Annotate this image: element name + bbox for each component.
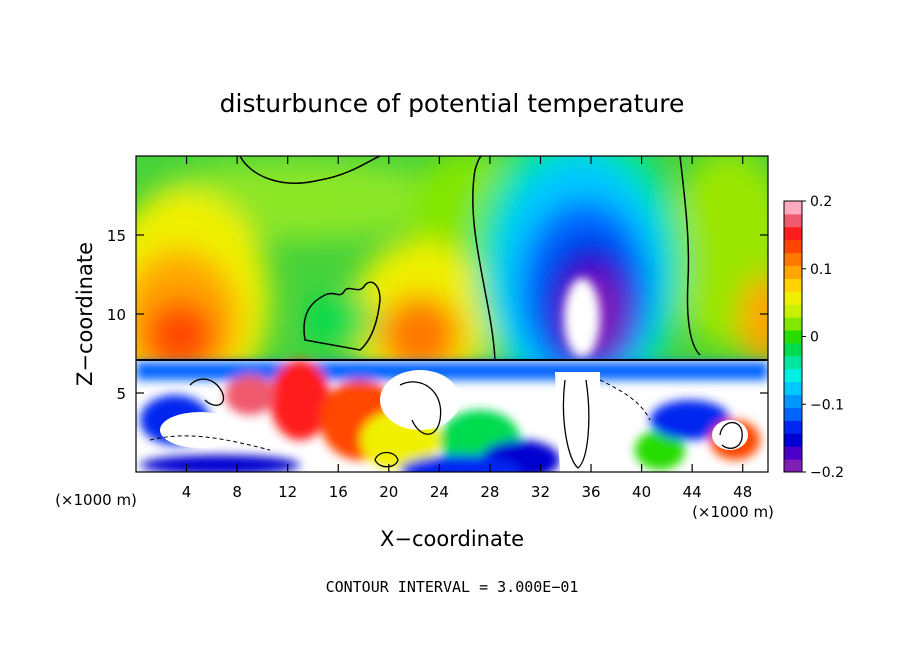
green-pocket: [305, 295, 375, 345]
contour-dashed-right: [599, 379, 651, 421]
plot-area: [136, 156, 768, 472]
colorbar-swatch: [784, 226, 802, 241]
colorbar-tick-label: 0.1: [810, 262, 832, 278]
x-tick-label: 28: [480, 483, 499, 501]
colorbar-tick-label: 0: [810, 330, 819, 346]
contour-interval-note: CONTOUR INTERVAL = 3.000E−01: [326, 578, 579, 596]
warm-lobe-right: [740, 275, 768, 365]
contour-lower-circle: [374, 451, 399, 468]
colorbar-tick-label: −0.1: [810, 397, 844, 413]
x-tick-label: 8: [232, 483, 242, 501]
x-tick-label: 24: [430, 483, 449, 501]
contour-upper-left: [239, 156, 381, 184]
contour-green-blob: [303, 281, 381, 351]
lower-green-right: [635, 430, 685, 470]
x-tick-label: 4: [182, 483, 192, 501]
colorbar-swatch: [784, 213, 802, 228]
colorbar-swatch: [784, 330, 802, 344]
x-axis-label: X−coordinate: [380, 527, 524, 551]
contour-dashed-left: [149, 435, 271, 451]
lower-white-left: [160, 412, 240, 448]
lower-band-blue: [136, 362, 768, 380]
colorbar-swatch: [784, 420, 802, 434]
x-tick-label: 12: [278, 483, 297, 501]
colorbar-swatch: [784, 433, 802, 447]
x-unit-right: (×1000 m): [692, 503, 774, 521]
colorbar-swatch: [784, 407, 802, 421]
colorbar-swatch: [784, 355, 802, 370]
colorbar-swatch: [784, 342, 802, 357]
x-tick-label: 48: [733, 483, 752, 501]
chart-title: disturbunce of potential temperature: [220, 89, 685, 118]
lower-white-plume: [555, 372, 600, 472]
contour-lower-left: [189, 378, 225, 406]
x-unit-left: (×1000 m): [55, 491, 137, 509]
x-tick-label: 40: [632, 483, 651, 501]
colorbar-swatch: [784, 446, 802, 460]
warm-lobe-left-core: [145, 300, 215, 370]
warm-lobe-mid-core: [380, 295, 460, 375]
colorbar-tick-label: −0.2: [810, 465, 844, 481]
y-tick-label: 10: [107, 306, 126, 324]
x-tick-label: 32: [531, 483, 550, 501]
y-axis-label: Z−coordinate: [73, 242, 97, 386]
y-tick-label: 5: [116, 385, 126, 403]
cold-plume-white-core: [564, 278, 600, 358]
y-tick-label: 15: [107, 227, 126, 245]
colorbar-swatch: [784, 239, 802, 254]
lower-blue-3: [400, 455, 520, 472]
colorbar-ticks: 0.2 0.1 0 −0.1 −0.2: [802, 194, 844, 481]
colorbar-swatch: [784, 291, 802, 305]
contour-cold-plume: [472, 156, 701, 361]
x-tick-label: 36: [581, 483, 600, 501]
colorbar-swatch: [784, 252, 802, 267]
lower-white-right: [712, 420, 748, 450]
colorbar-swatch: [784, 459, 802, 473]
colorbar-tick-label: 0.2: [810, 194, 832, 210]
colorbar-swatch: [784, 304, 802, 318]
lower-blue-right: [650, 400, 730, 440]
colorbar-swatch: [784, 201, 802, 215]
colorbar-swatch: [784, 317, 802, 331]
contour-lower-mid: [399, 381, 442, 435]
lower-blue-left-bottom: [140, 455, 300, 472]
colorbar-swatch: [784, 278, 802, 292]
colorbar: [783, 200, 803, 473]
colorbar-swatch: [784, 368, 802, 383]
colorbar-swatch: [784, 381, 802, 396]
contour-lower-right: [719, 421, 743, 449]
x-tick-label: 20: [379, 483, 398, 501]
x-axis-ticks: 4 8 12 16 20 24 28 32 36 40 44 48: [182, 156, 752, 501]
lower-pink-left: [225, 375, 275, 415]
colorbar-swatch: [784, 394, 802, 408]
lower-white-mid: [380, 370, 460, 430]
x-tick-label: 16: [329, 483, 348, 501]
contour-lower-plume: [562, 379, 590, 469]
y-axis-ticks: 5 10 15: [107, 227, 768, 403]
colorbar-swatch: [784, 265, 802, 279]
lower-red-streak-1: [270, 360, 330, 440]
x-tick-label: 44: [683, 483, 702, 501]
